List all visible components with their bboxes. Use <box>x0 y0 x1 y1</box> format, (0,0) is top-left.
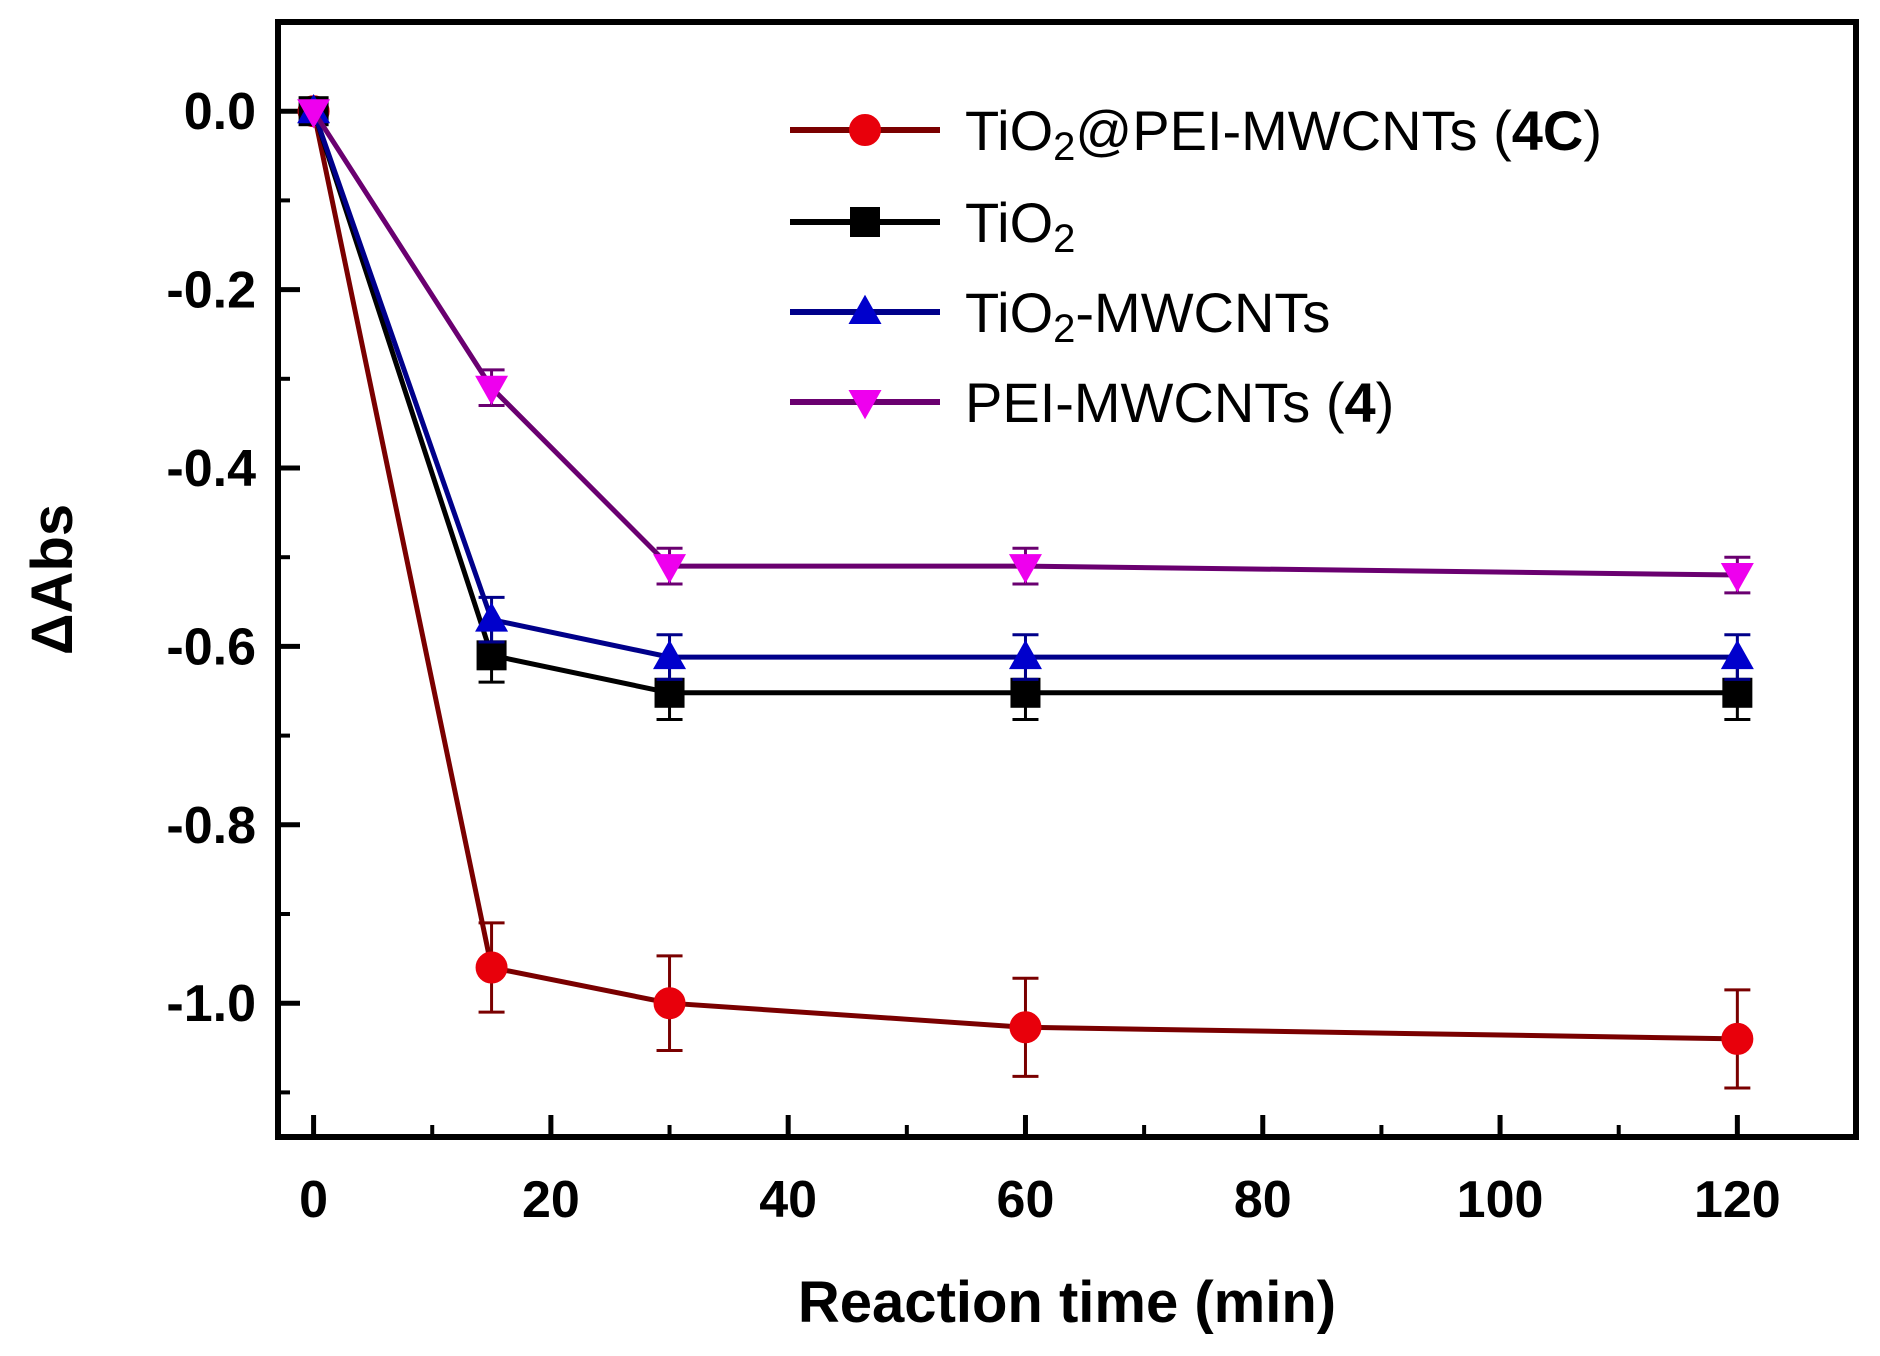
series-3 <box>297 99 1754 595</box>
legend-marker <box>849 114 881 146</box>
legend: TiO2@PEI-MWCNTs (4C) TiO2 TiO2-MWCNTs PEI-M… <box>790 99 1602 434</box>
legend-item-2: TiO2-MWCNTs <box>790 281 1330 351</box>
data-point <box>1721 1022 1754 1055</box>
x-tick-label: 100 <box>1457 1171 1544 1229</box>
y-tick-label: 0.0 <box>184 83 256 141</box>
legend-marker <box>848 294 882 324</box>
data-point <box>654 677 685 708</box>
data-point <box>475 951 508 984</box>
legend-marker <box>848 390 882 420</box>
y-axis-title: ΔAbs <box>20 504 85 655</box>
legend-label: TiO2 <box>965 191 1075 261</box>
y-tick-label: -1.0 <box>166 975 256 1033</box>
series-2 <box>297 93 1754 681</box>
y-tick-label: -0.2 <box>166 262 256 320</box>
x-tick-label: 40 <box>759 1171 817 1229</box>
legend-item-3: PEI-MWCNTs (4) <box>790 371 1394 434</box>
legend-item-1: TiO2 <box>790 191 1075 261</box>
data-point <box>476 640 507 671</box>
legend-marker <box>850 207 880 237</box>
legend-label: TiO2@PEI-MWCNTs (4C) <box>965 99 1602 169</box>
data-point <box>1720 639 1754 670</box>
legend-label: PEI-MWCNTs (4) <box>965 371 1394 434</box>
data-point <box>1009 1011 1042 1044</box>
x-tick-label: 60 <box>997 1171 1055 1229</box>
x-tick-label: 120 <box>1694 1171 1781 1229</box>
axes-layer: 0 20 40 60 80 100 120 0.0 -0.2 -0.4 -0.6 -0.8 -1.0 <box>166 20 1781 1229</box>
y-tick-label: -0.4 <box>166 440 256 498</box>
x-tick-label: 80 <box>1234 1171 1292 1229</box>
data-point <box>1008 554 1042 584</box>
series-layer <box>297 93 1754 1090</box>
data-point <box>653 639 687 670</box>
data-point <box>297 99 331 129</box>
x-axis-title: Reaction time (min) <box>798 1270 1336 1335</box>
y-tick-label: -0.6 <box>166 618 256 676</box>
data-point <box>475 602 509 632</box>
data-point <box>1008 639 1042 670</box>
plot-frame <box>275 19 1859 1140</box>
series-0 <box>297 95 1754 1090</box>
data-point <box>653 987 686 1020</box>
legend-item-0: TiO2@PEI-MWCNTs (4C) <box>790 99 1602 169</box>
data-point <box>1720 563 1754 593</box>
data-point <box>475 375 509 405</box>
data-point <box>1010 677 1041 708</box>
data-point <box>653 554 687 584</box>
x-tick-label: 0 <box>299 1171 328 1229</box>
legend-label: TiO2-MWCNTs <box>965 281 1330 351</box>
y-tick-label: -0.8 <box>166 797 256 855</box>
x-tick-label: 20 <box>522 1171 580 1229</box>
data-point <box>1722 677 1753 708</box>
